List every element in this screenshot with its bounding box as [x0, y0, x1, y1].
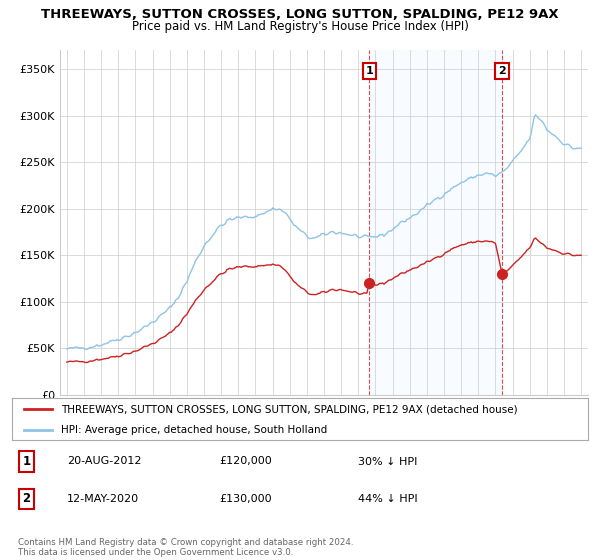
Text: 30% ↓ HPI: 30% ↓ HPI — [358, 456, 417, 466]
Bar — [369, 50, 502, 395]
Text: HPI: Average price, detached house, South Holland: HPI: Average price, detached house, Sout… — [61, 426, 327, 435]
Text: 12-MAY-2020: 12-MAY-2020 — [67, 494, 139, 504]
Text: Price paid vs. HM Land Registry's House Price Index (HPI): Price paid vs. HM Land Registry's House … — [131, 20, 469, 32]
Text: Contains HM Land Registry data © Crown copyright and database right 2024.
This d: Contains HM Land Registry data © Crown c… — [18, 538, 353, 557]
Text: 44% ↓ HPI: 44% ↓ HPI — [358, 494, 417, 504]
Text: £130,000: £130,000 — [220, 494, 272, 504]
Text: £120,000: £120,000 — [220, 456, 272, 466]
Text: THREEWAYS, SUTTON CROSSES, LONG SUTTON, SPALDING, PE12 9AX (detached house): THREEWAYS, SUTTON CROSSES, LONG SUTTON, … — [61, 404, 518, 414]
Text: 20-AUG-2012: 20-AUG-2012 — [67, 456, 141, 466]
Text: 1: 1 — [22, 455, 31, 468]
Text: 2: 2 — [498, 66, 506, 76]
Text: 1: 1 — [365, 66, 373, 76]
Text: THREEWAYS, SUTTON CROSSES, LONG SUTTON, SPALDING, PE12 9AX: THREEWAYS, SUTTON CROSSES, LONG SUTTON, … — [41, 8, 559, 21]
Text: 2: 2 — [22, 492, 31, 505]
